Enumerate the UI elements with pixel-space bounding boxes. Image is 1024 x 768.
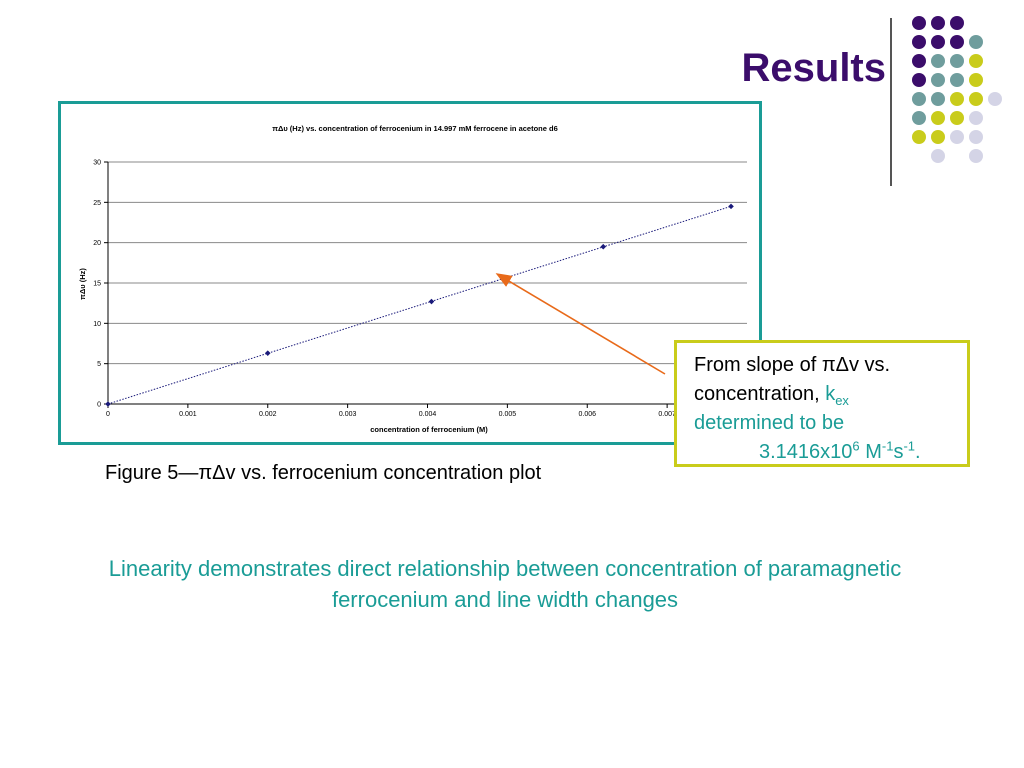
- callout-concentration-text: concentration,: [694, 383, 820, 405]
- x-axis-label: concentration of ferrocenium (M): [370, 425, 488, 434]
- decor-dot: [912, 54, 926, 68]
- x-tick-label: 0.003: [339, 411, 357, 418]
- k-letter: k: [825, 383, 836, 405]
- decor-dot: [931, 35, 945, 49]
- unit-m-exponent: -1: [881, 438, 894, 454]
- decor-dot: [969, 92, 983, 106]
- y-tick-label: 20: [93, 240, 101, 247]
- decor-dot: [950, 92, 964, 106]
- unit-s-exponent: -1: [903, 438, 916, 454]
- data-point: [428, 298, 435, 305]
- decor-dot: [931, 111, 945, 125]
- decor-dot: [969, 73, 983, 87]
- y-tick-label: 25: [93, 200, 101, 207]
- ex-subscript: ex: [835, 393, 849, 408]
- decor-dot: [931, 16, 945, 30]
- title-divider: [890, 18, 892, 186]
- decor-dot: [931, 130, 945, 144]
- decor-dot: [931, 73, 945, 87]
- slide-title: Results: [741, 46, 887, 90]
- decor-dot: [931, 149, 945, 163]
- figure-caption: Figure 5—πΔv vs. ferrocenium concentrati…: [105, 462, 542, 484]
- rate-constant-value: 3.1416x106 M-1s-1.: [694, 438, 955, 467]
- decor-dot: [950, 54, 964, 68]
- data-point: [264, 350, 271, 356]
- y-tick-label: 15: [93, 281, 101, 288]
- kex-symbol: kex: [825, 383, 849, 408]
- decor-dot: [969, 111, 983, 125]
- decor-dot: [912, 16, 926, 30]
- x-tick-label: 0.004: [419, 411, 437, 418]
- decor-dot: [950, 35, 964, 49]
- decor-dot: [912, 73, 926, 87]
- y-tick-label: 0: [97, 402, 101, 409]
- scatter-chart: πΔυ (Hz) vs. concentration of ferroceniu…: [78, 124, 756, 434]
- x-tick-label: 0.002: [259, 411, 277, 418]
- conclusion-text: Linearity demonstrates direct relationsh…: [108, 556, 902, 612]
- y-tick-label: 30: [93, 160, 101, 167]
- decor-dot: [969, 130, 983, 144]
- callout-line-3: determined to be: [694, 412, 845, 434]
- unit-m: M: [865, 441, 882, 463]
- data-point: [728, 203, 734, 210]
- data-point: [105, 401, 111, 407]
- rate-value-mantissa: 3.1416x10: [759, 441, 853, 463]
- decor-dot: [912, 111, 926, 125]
- x-tick-label: 0.001: [179, 411, 197, 418]
- decor-dot: [912, 92, 926, 106]
- decor-dot: [969, 149, 983, 163]
- chart-title: πΔυ (Hz) vs. concentration of ferroceniu…: [272, 124, 558, 133]
- decor-dot: [931, 92, 945, 106]
- decor-dot: [950, 16, 964, 30]
- x-tick-label: 0.006: [578, 411, 596, 418]
- value-period: .: [915, 441, 921, 463]
- decorative-dot-grid: [912, 16, 1002, 163]
- x-tick-label: 0.005: [499, 411, 517, 418]
- trendline: [107, 205, 732, 405]
- decor-dot: [950, 73, 964, 87]
- decor-dot: [988, 92, 1002, 106]
- decor-dot: [912, 35, 926, 49]
- decor-dot: [969, 35, 983, 49]
- y-tick-label: 10: [93, 321, 101, 328]
- x-tick-label: 0: [106, 411, 110, 418]
- callout-line-1: From slope of πΔv vs.: [694, 354, 891, 376]
- decor-dot: [950, 111, 964, 125]
- slope-callout: From slope of πΔv vs. concentration, kex…: [674, 340, 970, 467]
- decor-dot: [912, 130, 926, 144]
- x-tick-label: 0.007: [658, 411, 676, 418]
- y-tick-label: 5: [97, 361, 101, 368]
- decor-dot: [950, 130, 964, 144]
- rate-value-exponent: 6: [852, 438, 860, 454]
- decor-dot: [931, 54, 945, 68]
- data-point: [600, 243, 607, 250]
- y-axis-label: πΔυ (Hz): [78, 268, 87, 300]
- unit-s: s: [893, 441, 904, 463]
- callout-line-2: concentration, kex: [694, 380, 955, 409]
- chart-frame: πΔυ (Hz) vs. concentration of ferroceniu…: [58, 101, 762, 445]
- decor-dot: [969, 54, 983, 68]
